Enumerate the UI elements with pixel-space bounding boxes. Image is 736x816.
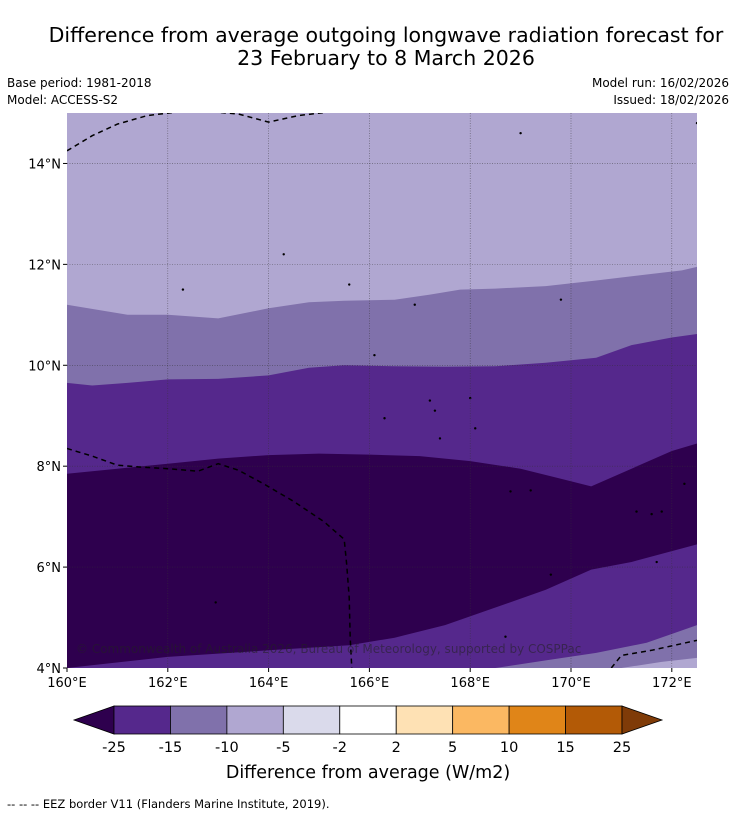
colorbar-tick-label: 15 bbox=[556, 740, 574, 756]
eez-legend-text: EEZ border V11 (Flanders Marine Institut… bbox=[42, 797, 330, 811]
chart-title-line-1: Difference from average outgoing longwav… bbox=[48, 23, 724, 47]
island-marker bbox=[504, 635, 507, 638]
x-tick-label: 160°E bbox=[47, 676, 87, 691]
issued-label: Issued: 18/02/2026 bbox=[613, 93, 729, 107]
y-tick-label: 14°N bbox=[28, 157, 61, 172]
model-run-label: Model run: 16/02/2026 bbox=[591, 76, 729, 90]
colorbar-swatch bbox=[508, 705, 566, 735]
x-tick-label: 170°E bbox=[551, 676, 591, 691]
colorbar-tick-label: -2 bbox=[333, 740, 347, 756]
island-marker bbox=[282, 253, 285, 256]
y-tick-label: 4°N bbox=[37, 662, 62, 677]
x-tick-label: 164°E bbox=[249, 676, 289, 691]
colorbar-tick-label: 2 bbox=[392, 740, 401, 756]
colorbar-tick-label: -15 bbox=[159, 740, 183, 756]
colorbar-tick-label: -25 bbox=[102, 740, 126, 756]
chart-title-line-2: 23 February to 8 March 2026 bbox=[237, 46, 535, 70]
island-marker bbox=[660, 510, 663, 513]
map-attribution: © Commonwealth of Australia 2026, Bureau… bbox=[76, 642, 581, 656]
contour-fill-minus10-minus5-south bbox=[495, 625, 697, 668]
colorbar-swatch bbox=[226, 705, 284, 735]
island-marker bbox=[519, 131, 522, 135]
island-marker bbox=[650, 512, 653, 516]
island-marker bbox=[509, 490, 512, 493]
colorbar-tick-label: 10 bbox=[500, 740, 518, 756]
colorbar-swatch bbox=[395, 705, 454, 735]
colorbar-title: Difference from average (W/m2) bbox=[226, 763, 510, 783]
island-marker bbox=[373, 353, 376, 357]
colorbar-swatch bbox=[452, 705, 510, 735]
eez-border-line bbox=[67, 447, 353, 668]
island-marker bbox=[549, 573, 553, 576]
island-marker bbox=[695, 121, 697, 125]
island-marker bbox=[433, 409, 437, 412]
island-marker bbox=[181, 288, 185, 291]
contour-layer: © Commonwealth of Australia 2026, Bureau… bbox=[67, 113, 697, 668]
island-marker bbox=[383, 417, 386, 420]
colorbar-extend-high bbox=[621, 705, 664, 735]
colorbar-extend-low bbox=[72, 705, 115, 735]
y-tick-label: 6°N bbox=[37, 561, 62, 576]
y-tick-label: 12°N bbox=[28, 258, 61, 273]
island-marker bbox=[348, 283, 351, 286]
forecast-map: © Commonwealth of Australia 2026, Bureau… bbox=[28, 113, 697, 783]
eez-legend-line-symbol: -- -- -- bbox=[7, 797, 40, 811]
colorbar-tick-label: 5 bbox=[448, 740, 457, 756]
colorbar-swatch bbox=[565, 705, 623, 735]
y-tick-label: 10°N bbox=[28, 359, 61, 374]
island-marker bbox=[214, 601, 217, 604]
island-marker bbox=[529, 489, 532, 492]
island-marker bbox=[438, 437, 442, 440]
x-tick-label: 172°E bbox=[652, 676, 692, 691]
x-tick-label: 162°E bbox=[148, 676, 188, 691]
colorbar-swatch bbox=[113, 705, 171, 735]
colorbar-swatch bbox=[339, 705, 397, 735]
colorbar-tick-label: -10 bbox=[215, 740, 239, 756]
island-marker bbox=[559, 298, 563, 301]
contour-fill-minus25-minus15 bbox=[67, 443, 697, 668]
colorbar-tick-label: 25 bbox=[613, 740, 631, 756]
island-marker bbox=[683, 482, 686, 486]
island-marker bbox=[635, 510, 638, 513]
island-marker bbox=[474, 427, 477, 430]
island-marker bbox=[428, 399, 432, 402]
contour-fill-minus5-minus2-south bbox=[621, 657, 697, 668]
x-tick-label: 168°E bbox=[450, 676, 490, 691]
eez-border-line bbox=[610, 639, 697, 668]
x-tick-label: 166°E bbox=[350, 676, 390, 691]
base-period-label: Base period: 1981-2018 bbox=[7, 76, 152, 90]
y-tick-label: 8°N bbox=[37, 460, 62, 475]
colorbar-tick-label: -5 bbox=[276, 740, 290, 756]
eez-legend: -- -- -- EEZ border V11 (Flanders Marine… bbox=[7, 797, 330, 811]
island-marker bbox=[413, 303, 416, 306]
island-marker bbox=[655, 560, 658, 564]
model-label: Model: ACCESS-S2 bbox=[7, 93, 119, 107]
eez-border-line bbox=[67, 113, 327, 152]
colorbar-swatch bbox=[170, 705, 228, 735]
colorbar-swatch bbox=[282, 705, 341, 735]
